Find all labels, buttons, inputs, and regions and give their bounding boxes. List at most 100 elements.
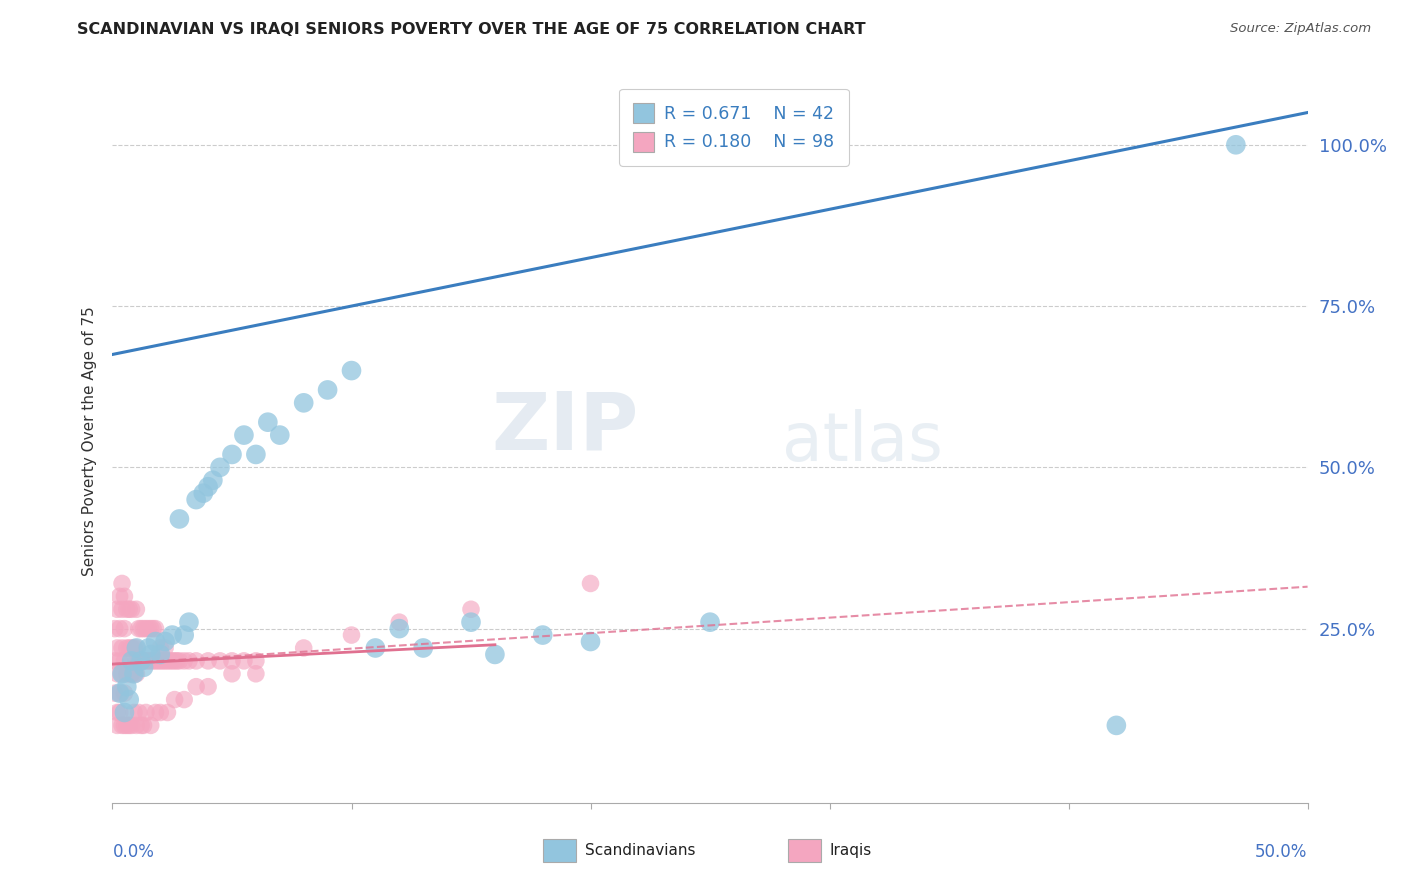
Point: [142, 622, 165, 636]
Point: [142, 654, 165, 668]
Point: [146, 654, 169, 668]
Point: [699, 615, 721, 630]
Point: [1225, 137, 1247, 152]
Point: [579, 576, 602, 591]
Point: [125, 666, 148, 681]
Point: [108, 622, 131, 636]
Point: [292, 396, 315, 410]
Text: Scandinavians: Scandinavians: [585, 843, 695, 858]
Point: [128, 622, 150, 636]
Point: [128, 706, 150, 720]
Point: [138, 654, 160, 668]
Point: [162, 628, 183, 642]
Point: [149, 648, 172, 662]
Point: [460, 615, 482, 630]
Point: [132, 654, 155, 668]
Point: [531, 628, 554, 642]
Point: [186, 680, 208, 694]
Point: [111, 666, 134, 681]
Point: [1105, 718, 1128, 732]
Point: [115, 718, 138, 732]
Point: [138, 622, 160, 636]
Point: [121, 666, 143, 681]
Point: [105, 706, 128, 720]
Point: [245, 447, 267, 461]
Point: [149, 640, 172, 655]
Point: [412, 640, 434, 655]
Point: [316, 383, 339, 397]
Point: [177, 654, 200, 668]
Point: [135, 654, 157, 668]
Point: [129, 654, 152, 668]
Point: [201, 473, 224, 487]
Point: [139, 654, 162, 668]
Legend: R = 0.671    N = 42, R = 0.180    N = 98: R = 0.671 N = 42, R = 0.180 N = 98: [620, 89, 848, 166]
Point: [121, 640, 143, 655]
Point: [138, 640, 160, 655]
Point: [122, 666, 145, 681]
Point: [209, 654, 232, 668]
Point: [340, 363, 363, 377]
Point: [233, 654, 256, 668]
Point: [125, 718, 148, 732]
Point: [125, 654, 148, 668]
Point: [340, 628, 363, 642]
Point: [135, 706, 157, 720]
Point: [149, 706, 172, 720]
Point: [111, 666, 134, 681]
Point: [292, 640, 315, 655]
Point: [108, 706, 131, 720]
Point: [257, 415, 280, 429]
Point: [105, 666, 128, 681]
Point: [173, 654, 195, 668]
Point: [197, 680, 219, 694]
Point: [132, 660, 155, 674]
Point: [114, 654, 135, 668]
Point: [245, 666, 267, 681]
Point: [579, 634, 602, 648]
Point: [173, 692, 195, 706]
Point: [209, 460, 232, 475]
Point: [122, 706, 145, 720]
Point: [484, 648, 506, 662]
Point: [145, 622, 167, 636]
Point: [163, 654, 186, 668]
Point: [128, 654, 150, 668]
Point: [105, 602, 128, 616]
Point: [125, 602, 148, 616]
Point: [108, 686, 131, 700]
Point: [105, 640, 128, 655]
Text: atlas: atlas: [782, 409, 942, 475]
Point: [169, 654, 191, 668]
Point: [111, 602, 134, 616]
Point: [104, 622, 127, 636]
Point: [129, 718, 152, 732]
Point: [104, 654, 127, 668]
Point: [153, 634, 176, 648]
Point: [114, 718, 135, 732]
Point: [166, 654, 188, 668]
Point: [114, 686, 135, 700]
FancyBboxPatch shape: [543, 838, 576, 862]
Point: [186, 492, 208, 507]
Point: [221, 666, 243, 681]
Y-axis label: Seniors Poverty Over the Age of 75: Seniors Poverty Over the Age of 75: [82, 307, 97, 576]
Point: [159, 654, 181, 668]
Point: [114, 590, 135, 604]
Point: [115, 640, 138, 655]
Point: [121, 718, 143, 732]
Point: [125, 640, 148, 655]
Point: [111, 640, 134, 655]
Point: [104, 686, 127, 700]
Point: [197, 654, 219, 668]
Point: [460, 602, 482, 616]
Point: [177, 615, 200, 630]
Point: [193, 486, 215, 500]
Point: [132, 718, 155, 732]
Point: [115, 680, 138, 694]
Point: [156, 654, 179, 668]
Point: [111, 576, 134, 591]
Text: SCANDINAVIAN VS IRAQI SENIORS POVERTY OVER THE AGE OF 75 CORRELATION CHART: SCANDINAVIAN VS IRAQI SENIORS POVERTY OV…: [77, 22, 866, 37]
Point: [364, 640, 387, 655]
Point: [118, 640, 141, 655]
